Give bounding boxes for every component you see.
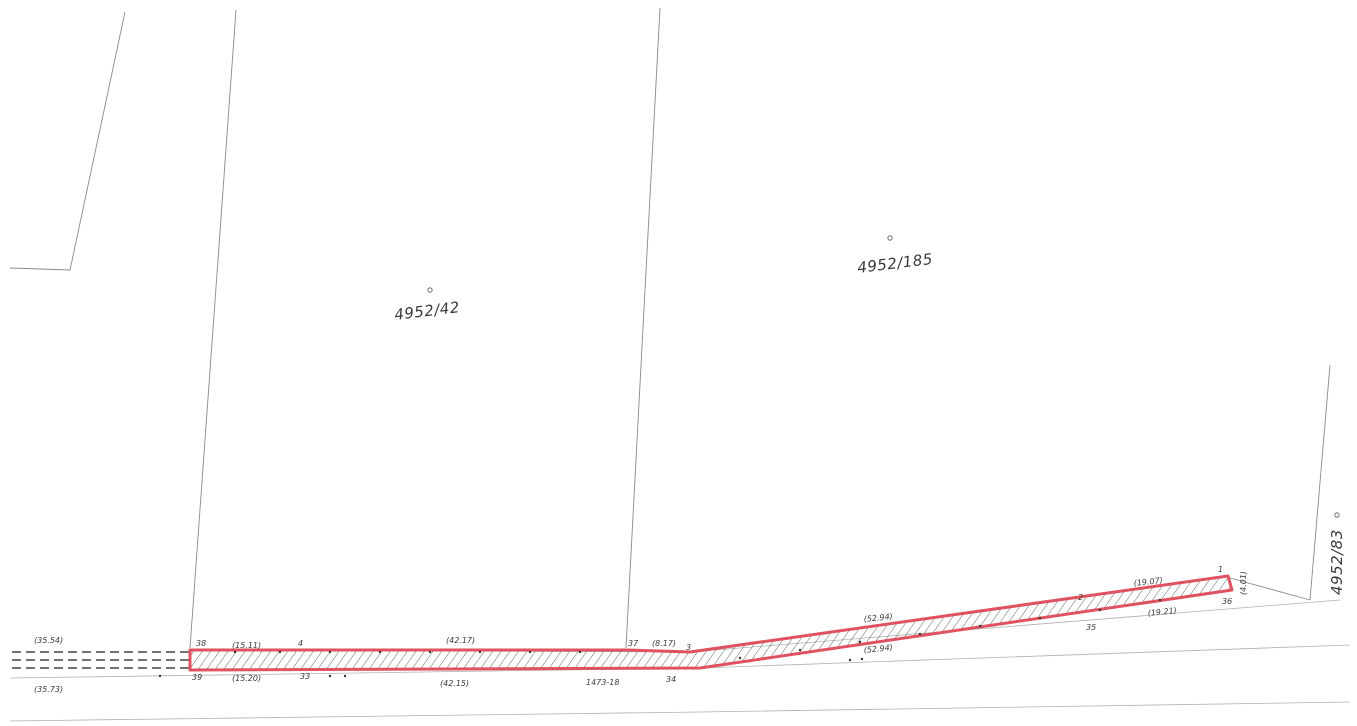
parcel-marker-icon <box>1334 512 1340 518</box>
measurement-label: (15.11) <box>232 641 261 650</box>
point-label: 3 <box>686 643 691 652</box>
measurement-label: (19.21) <box>1147 606 1177 618</box>
parcel-marker-icon <box>427 287 433 293</box>
point-label: 38 <box>196 639 206 648</box>
point-label: 36 <box>1222 597 1232 606</box>
measurement-label: (52.94) <box>863 643 893 655</box>
parcel-marker-icon <box>887 235 893 241</box>
parcel-label: 4952/83 <box>1328 529 1346 595</box>
boundary-line-middle <box>625 7 661 649</box>
measurement-label: (4.01) <box>1239 571 1248 595</box>
boundary-line-far-left <box>9 11 126 271</box>
point-label: 34 <box>666 675 676 684</box>
boundary-line-right-top <box>1229 577 1311 601</box>
point-label: 2 <box>1078 593 1083 602</box>
measurement-label: (35.54) <box>34 636 63 645</box>
survey-ticks <box>158 598 1162 678</box>
point-label: 1 <box>1218 565 1223 574</box>
hatched-strip <box>190 576 1232 670</box>
measurement-label: (52.94) <box>863 612 893 624</box>
measurement-label: (15.20) <box>232 674 261 683</box>
measurement-label: (19.07) <box>1133 576 1163 588</box>
measurement-label: (8.17) <box>652 639 676 648</box>
point-label: 39 <box>192 673 202 682</box>
point-label: 35 <box>1086 623 1096 632</box>
parcel-4952-83[interactable]: 4952/83 <box>1328 512 1346 595</box>
measurement-label: (42.15) <box>440 679 469 688</box>
highlighted-strip-outline[interactable] <box>188 574 1234 672</box>
measurement-label: (35.73) <box>34 685 63 694</box>
boundary-line-right <box>1309 364 1331 601</box>
point-label: 33 <box>300 672 310 681</box>
parcel-4952-42[interactable]: 4952/42 <box>393 287 461 324</box>
parcel-label: 4952/185 <box>856 250 933 277</box>
road-edge-bottom <box>9 701 1351 722</box>
point-label: 37 <box>628 639 639 648</box>
point-label: 1473-18 <box>586 678 619 687</box>
boundary-line-left <box>189 9 237 649</box>
point-label: 4 <box>298 639 303 648</box>
measurement-label: (42.17) <box>446 636 475 645</box>
parcel-label: 4952/42 <box>393 298 461 324</box>
parcel-4952-185[interactable]: 4952/185 <box>856 235 934 277</box>
